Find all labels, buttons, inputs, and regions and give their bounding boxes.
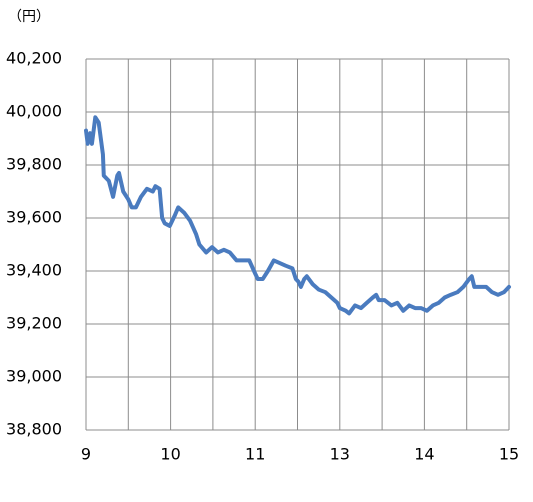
- y-tick-label: 40,000: [6, 102, 62, 121]
- y-tick-label: 39,000: [6, 367, 62, 386]
- x-tick-label: 14: [414, 445, 434, 464]
- unit-label: （円）: [8, 9, 50, 25]
- x-tick-label: 10: [160, 445, 180, 464]
- x-tick-label: 11: [245, 445, 265, 464]
- y-tick-label: 39,400: [6, 261, 62, 280]
- y-tick-label: 39,200: [6, 314, 62, 333]
- y-tick-label: 39,600: [6, 208, 62, 227]
- x-tick-label: 15: [499, 445, 519, 464]
- y-tick-label: 39,800: [6, 155, 62, 174]
- price-line: [84, 115, 511, 316]
- y-tick-label: 40,200: [6, 49, 62, 68]
- y-tick-label: 38,800: [6, 420, 62, 439]
- x-tick-label: 9: [81, 445, 91, 464]
- x-tick-label: 13: [330, 445, 350, 464]
